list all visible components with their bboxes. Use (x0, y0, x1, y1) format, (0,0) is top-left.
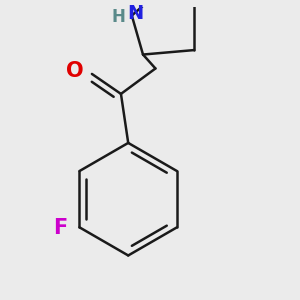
Text: F: F (53, 218, 68, 238)
Text: N: N (127, 4, 144, 23)
Text: O: O (66, 61, 83, 81)
Text: H: H (111, 8, 125, 26)
